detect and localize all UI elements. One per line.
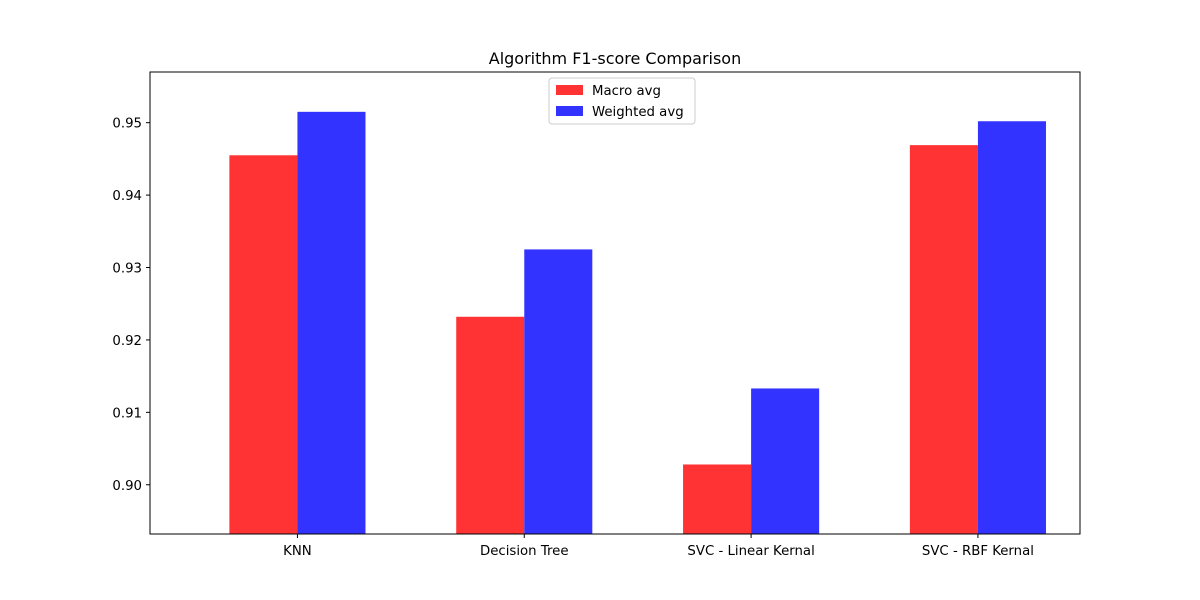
bar-weighted-avg-2 — [751, 388, 820, 534]
bar-macro-avg-1 — [456, 316, 525, 534]
legend-box — [548, 77, 696, 125]
bar-weighted-avg-3 — [977, 121, 1046, 535]
bars-group — [229, 111, 1046, 535]
legend-label: Macro avg — [592, 84, 661, 99]
legend-label: Weighted avg — [592, 105, 684, 120]
x-tick-label: Decision Tree — [480, 544, 569, 559]
y-tick-label: 0.90 — [112, 479, 142, 494]
x-tick-label: KNN — [283, 544, 312, 559]
y-tick-label: 0.94 — [112, 189, 142, 204]
bar-macro-avg-0 — [229, 155, 298, 534]
y-tick-label: 0.95 — [112, 117, 142, 132]
x-tick-label: SVC - Linear Kernal — [687, 544, 814, 559]
x-axis: KNN Decision Tree SVC - Linear Kernal SVC -… — [283, 534, 1034, 559]
chart-title: Algorithm F1-score Comparison — [489, 49, 741, 68]
bar-weighted-avg-0 — [297, 111, 366, 534]
legend-swatch — [556, 85, 583, 95]
legend-swatch — [556, 106, 583, 116]
bar-macro-avg-3 — [909, 145, 978, 534]
y-tick-label: 0.92 — [112, 334, 142, 349]
bar-macro-avg-2 — [683, 464, 752, 534]
y-axis: 0.90 0.91 0.92 0.93 0.94 0.95 — [112, 117, 150, 494]
plot-frame — [149, 71, 1081, 535]
x-tick-label: SVC - RBF Kernal — [922, 544, 1034, 559]
bar-weighted-avg-1 — [524, 249, 593, 534]
y-tick-label: 0.91 — [112, 406, 142, 421]
y-tick-label: 0.93 — [112, 262, 142, 277]
legend: Macro avg Weighted avg — [548, 77, 696, 125]
